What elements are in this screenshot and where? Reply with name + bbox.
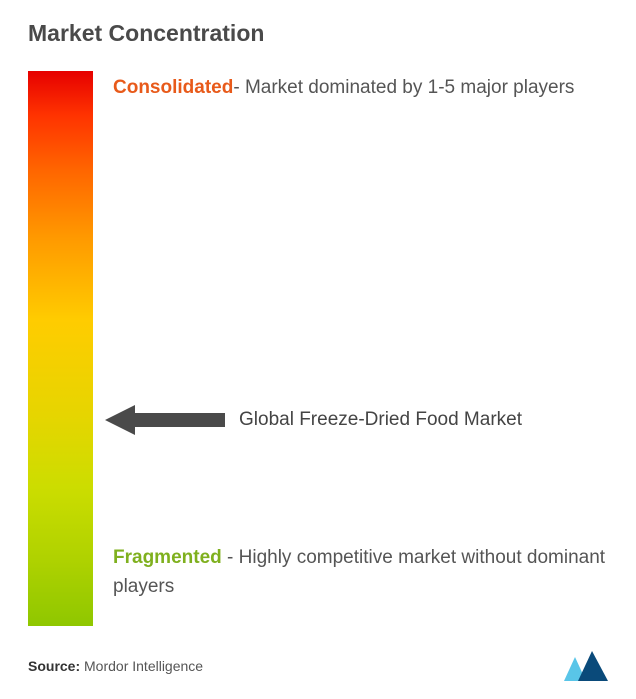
consolidated-description: - Market dominated by 1-5 major players [233,77,574,98]
market-position-marker: Global Freeze-Dried Food Market [105,405,522,435]
label-column: Consolidated- Market dominated by 1-5 ma… [113,71,608,626]
concentration-gradient-bar [28,71,93,626]
arrow-left-icon [105,405,225,435]
market-position-label: Global Freeze-Dried Food Market [239,409,522,431]
diagram-area: Consolidated- Market dominated by 1-5 ma… [28,71,608,626]
consolidated-keyword: Consolidated [113,77,233,98]
footer: Source: Mordor Intelligence [28,651,608,681]
page-title: Market Concentration [28,20,608,47]
source-value: Mordor Intelligence [84,658,203,674]
mordor-logo-icon [564,651,608,681]
consolidated-label: Consolidated- Market dominated by 1-5 ma… [113,73,608,102]
source-attribution: Source: Mordor Intelligence [28,658,203,674]
fragmented-keyword: Fragmented [113,547,222,568]
fragmented-label: Fragmented - Highly competitive market w… [113,543,608,602]
source-label: Source: [28,658,80,674]
